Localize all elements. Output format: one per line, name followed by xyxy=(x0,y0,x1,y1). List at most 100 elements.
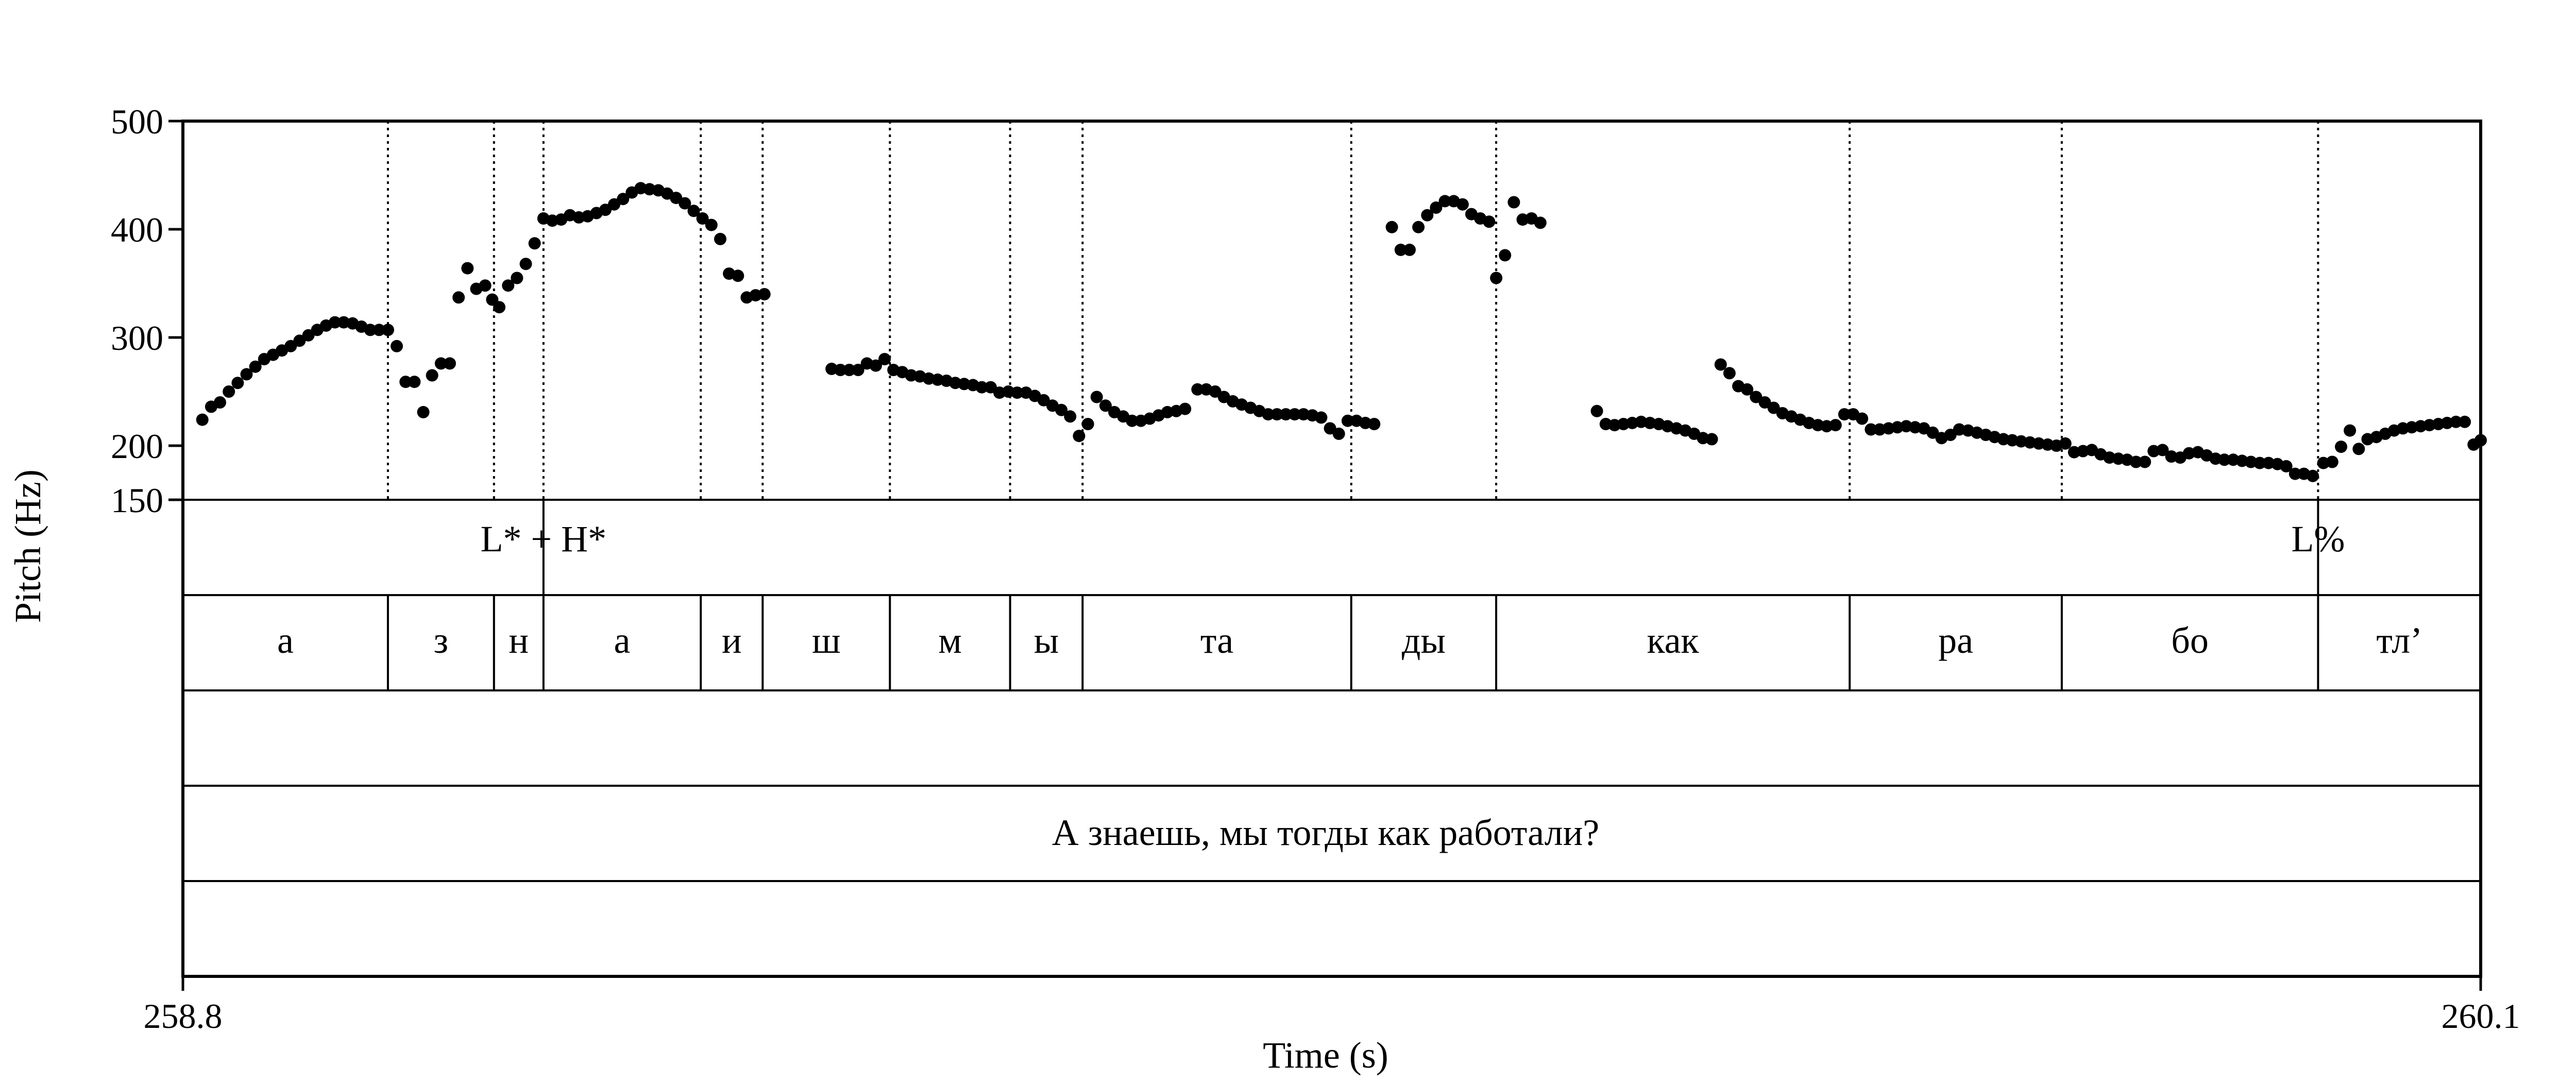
pitch-point xyxy=(679,197,691,210)
pitch-point xyxy=(519,258,532,270)
segment-label: и xyxy=(722,620,742,661)
pitch-point xyxy=(843,364,856,376)
pitch-point xyxy=(1438,195,1451,208)
plot-frame xyxy=(181,120,2482,978)
pitch-point xyxy=(1385,221,1398,233)
pitch-point xyxy=(1534,216,1547,229)
pitch-point xyxy=(1741,383,1754,396)
y-tick-label: 200 xyxy=(111,427,163,466)
pitch-point xyxy=(1456,198,1469,211)
pitch-point xyxy=(1073,430,1086,443)
pitch-point xyxy=(2253,457,2266,469)
segment-label: та xyxy=(1200,620,1233,661)
segment-label: ш xyxy=(812,620,840,661)
pitch-point xyxy=(1279,408,1292,421)
x-axis-title: Time (s) xyxy=(1263,1035,1388,1076)
pitch-point xyxy=(1412,221,1425,233)
pitch-point xyxy=(705,218,718,231)
pitch-point xyxy=(1332,427,1345,440)
y-tick-label: 300 xyxy=(111,318,163,358)
pitch-point xyxy=(364,324,377,336)
pitch-point xyxy=(2059,437,2072,450)
pitch-point xyxy=(1270,408,1283,421)
pitch-point xyxy=(1262,408,1275,421)
segment-label: м xyxy=(938,620,962,661)
pitch-point xyxy=(1191,383,1204,396)
pitch-point xyxy=(249,360,262,373)
pitch-point xyxy=(493,301,506,314)
pitch-point xyxy=(2130,455,2142,468)
pitch-point xyxy=(408,376,421,388)
pitch-point xyxy=(1723,367,1736,380)
segment-label: ы xyxy=(1034,620,1059,661)
pitch-point xyxy=(1421,209,1434,222)
y-tick-label: 150 xyxy=(111,481,163,520)
x-axis: 258.8 260.1 xyxy=(144,976,2520,1036)
segment-tier: а з н а и ш м ы та ды как ра бо тл’ xyxy=(277,595,2422,690)
pitch-point xyxy=(1055,403,1068,416)
pitch-point xyxy=(426,369,438,382)
tone-label: L% xyxy=(2291,518,2345,560)
pitch-point xyxy=(758,288,771,300)
pitch-point xyxy=(714,232,726,245)
segment-label: бо xyxy=(2171,620,2209,661)
pitch-point xyxy=(852,364,865,376)
pitch-point xyxy=(869,359,882,372)
pitch-point xyxy=(2326,455,2338,468)
pitch-point xyxy=(511,272,523,284)
pitch-point xyxy=(1483,215,1496,228)
pitch-point xyxy=(2335,441,2347,453)
pitch-point xyxy=(1403,243,1416,256)
pitch-point xyxy=(1099,399,1112,412)
pitch-point xyxy=(2139,455,2151,468)
pitch-point xyxy=(1315,411,1328,424)
x-tick-label: 260.1 xyxy=(2442,996,2520,1036)
pitch-point xyxy=(732,269,744,282)
pitch-point xyxy=(461,262,474,275)
segment-label: как xyxy=(1647,620,1700,661)
pitch-point xyxy=(1368,418,1381,430)
pitch-point xyxy=(1507,196,1520,209)
pitch-point xyxy=(1081,418,1094,430)
pitch-point xyxy=(293,334,306,347)
pitch-point xyxy=(2280,460,2293,472)
pitch-point xyxy=(1590,404,1603,417)
pitch-point xyxy=(1838,408,1851,421)
pitch-point xyxy=(444,357,456,370)
pitch-point xyxy=(608,198,621,211)
pitch-point xyxy=(1341,414,1354,427)
pitch-point xyxy=(196,413,209,426)
tone-tier: L* + H* L% xyxy=(481,500,2345,595)
pitch-point xyxy=(696,212,709,225)
pitch-point xyxy=(2450,415,2462,428)
pitch-point xyxy=(617,193,630,206)
pitch-point xyxy=(1394,243,1407,256)
pitch-point xyxy=(452,291,465,304)
pitch-point xyxy=(1856,412,1869,425)
pitch-point xyxy=(1179,402,1192,415)
x-tick-label: 258.8 xyxy=(144,996,223,1036)
pitch-point xyxy=(502,279,515,292)
pitch-point xyxy=(2352,443,2365,455)
segment-label: ды xyxy=(1402,620,1446,661)
pitch-point xyxy=(372,324,385,336)
pitch-points xyxy=(196,182,2487,482)
pitch-point xyxy=(479,279,492,292)
pitch-point xyxy=(1289,408,1301,421)
pitch-point xyxy=(1011,386,1024,399)
pitch-point xyxy=(834,364,847,376)
segment-label: з xyxy=(434,620,448,661)
pitch-point xyxy=(223,385,235,398)
segment-label: ра xyxy=(1938,620,1973,661)
segment-label: а xyxy=(277,620,294,661)
pitch-point xyxy=(528,237,541,250)
pitch-point xyxy=(417,405,430,418)
y-tick-label: 500 xyxy=(111,102,163,141)
pitch-point xyxy=(240,368,253,381)
pitch-point xyxy=(2218,453,2231,466)
pitch-point xyxy=(2156,444,2169,457)
pitch-point xyxy=(1064,410,1077,423)
pitch-point xyxy=(434,357,447,370)
pitch-point xyxy=(1499,249,1512,262)
